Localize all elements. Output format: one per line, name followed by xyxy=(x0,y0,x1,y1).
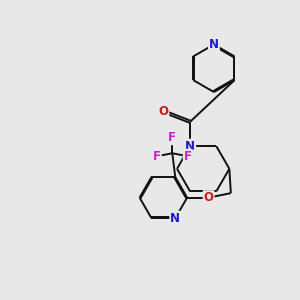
Text: O: O xyxy=(158,105,168,118)
Text: N: N xyxy=(209,38,219,51)
Text: F: F xyxy=(153,150,161,163)
Text: O: O xyxy=(204,191,214,204)
Text: N: N xyxy=(170,212,180,225)
Text: N: N xyxy=(185,140,195,153)
Text: F: F xyxy=(168,131,176,144)
Text: F: F xyxy=(184,150,192,163)
